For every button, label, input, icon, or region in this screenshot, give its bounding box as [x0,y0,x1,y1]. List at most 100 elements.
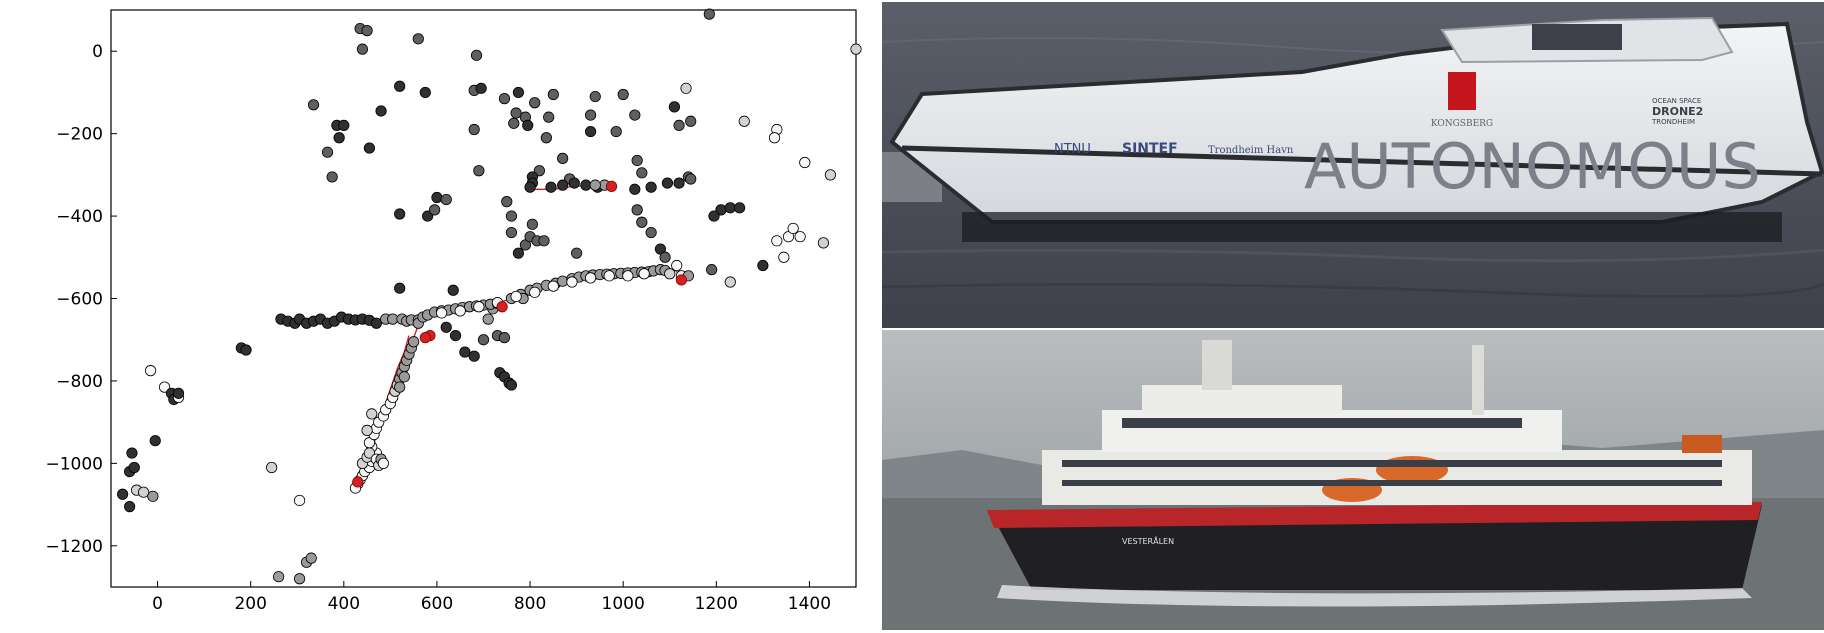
data-point [685,115,697,127]
data-point [338,119,350,132]
track-marker [605,180,618,192]
ferry: VESTERÅLEN [987,340,1762,607]
x-tick: 800 [514,581,546,614]
points-layer [117,8,862,585]
data-point [512,247,525,259]
data-point [356,43,369,55]
data-point [293,573,306,585]
kongsberg-emblem [1448,72,1476,110]
track-marker [352,476,364,488]
data-point [778,251,790,263]
data-point [510,290,522,303]
data-point [394,381,406,393]
x-tick: 1200 [695,581,738,614]
data-point [470,49,483,61]
data-point [412,33,424,45]
x-tick-label: 1200 [695,594,738,614]
hull-markings: KONGSBERG NTNU SINTEF Trondheim Havn OCE… [1054,72,1761,203]
data-point [468,123,480,136]
data-point [580,179,592,191]
data-point [377,457,389,469]
data-point [435,307,448,319]
data-point [240,344,252,356]
y-tick: −1000 [45,454,117,474]
data-point [510,107,522,119]
x-tick-label: 0 [152,594,163,614]
x-tick: 0 [152,581,163,614]
data-point [505,379,518,391]
data-point [629,183,641,195]
catamaran-hull [889,16,1824,242]
plot-frame [110,9,857,588]
x-tick-label: 1000 [602,594,645,614]
x-tick: 1000 [602,581,645,614]
data-point [124,501,136,513]
data-point [610,125,622,138]
data-point [629,109,641,121]
data-point [172,387,185,399]
x-tick-label: 600 [421,594,453,614]
data-point [440,321,452,333]
org-sintef: SINTEF [1122,141,1178,157]
data-point [505,210,518,222]
data-point [440,193,452,206]
data-point [363,447,376,459]
y-tick-label: −800 [56,372,103,392]
data-point [603,270,615,282]
data-point [429,204,441,216]
data-point [622,270,634,282]
data-point [724,202,736,214]
org-trondheim-havn: Trondheim Havn [1208,145,1294,156]
data-point [459,346,471,358]
data-point [394,208,406,220]
data-point [557,152,569,164]
data-point [158,381,171,393]
data-point [540,132,552,144]
data-point [468,350,480,362]
data-point [137,486,150,498]
data-point [571,247,583,259]
data-point [568,177,580,189]
x-tick: 1400 [788,581,831,614]
data-point [370,317,383,329]
data-point [387,313,399,325]
data-point [477,334,490,346]
data-point [787,222,799,235]
data-point [454,305,466,317]
track-marker [675,274,687,286]
y-tick-label: −200 [56,125,103,145]
data-point [850,43,862,55]
data-point [366,408,378,420]
drone-line-2: DRONE2 [1652,105,1703,118]
data-point [447,284,459,296]
data-point [708,210,720,222]
ship-photos-panel: KONGSBERG NTNU SINTEF Trondheim Havn OCE… [882,2,1824,630]
data-point [673,177,685,189]
x-axis: 0 200 400 600 800 1000 1200 1400 [152,581,831,614]
data-point [636,216,648,228]
data-point [584,109,597,121]
data-point [645,181,657,193]
data-point [307,99,320,111]
track-markers-layer [352,180,687,488]
data-point [361,25,373,37]
track-marker [419,332,431,344]
data-point [498,93,511,105]
data-point [738,115,750,127]
data-point [584,125,597,138]
data-point [799,156,811,169]
data-point [363,142,376,154]
org-ntnu: NTNU [1054,142,1091,157]
data-point [293,494,306,507]
data-point [794,231,806,243]
data-point [475,82,487,94]
x-tick-label: 400 [328,594,360,614]
data-point [398,371,410,383]
x-tick-label: 200 [234,594,266,614]
data-point [617,88,629,101]
data-point [817,237,830,249]
data-point [408,336,420,348]
data-point [733,202,746,214]
data-point [706,264,718,276]
data-point [505,226,518,239]
